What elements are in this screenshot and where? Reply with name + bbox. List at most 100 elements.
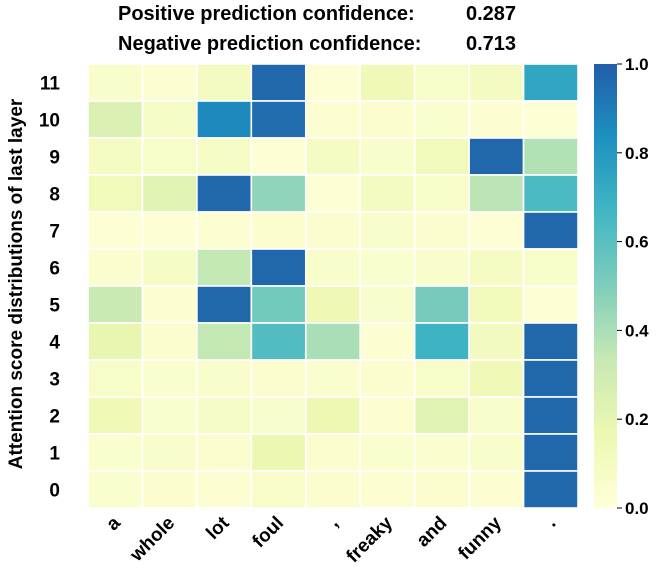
heatmap-cell [196, 211, 253, 250]
y-tick-label: 5 [49, 296, 60, 317]
heatmap-cell [359, 137, 416, 176]
colorbar-tick-label: 1.0 [625, 55, 649, 74]
heatmap-cell [87, 470, 144, 509]
negative-confidence-label: Negative prediction confidence: [118, 33, 422, 55]
heatmap-cell [196, 63, 253, 102]
heatmap-cell [359, 100, 416, 139]
heatmap-cell [141, 63, 198, 102]
heatmap-cell [413, 433, 470, 472]
colorbar-tick-label: 0.4 [625, 321, 649, 340]
heatmap-cell [522, 211, 579, 250]
positive-confidence-label: Positive prediction confidence: [118, 3, 415, 25]
heatmap-cell [468, 322, 525, 361]
x-tick-label: funny [454, 512, 506, 564]
y-tick-label: 0 [49, 481, 60, 502]
heatmap-cell [359, 63, 416, 102]
heatmap-cell [522, 285, 579, 324]
heatmap-cell [359, 174, 416, 213]
heatmap-cell [468, 285, 525, 324]
heatmap-cell [359, 470, 416, 509]
heatmap-cell [196, 433, 253, 472]
heatmap-cell [359, 433, 416, 472]
heatmap-cell [141, 433, 198, 472]
y-axis-label: Attention score distributions of last la… [6, 98, 27, 469]
positive-confidence-value: 0.287 [466, 3, 517, 25]
negative-confidence-value: 0.713 [466, 33, 517, 55]
heatmap-cell [250, 359, 307, 398]
heatmap-cell [304, 137, 362, 176]
heatmap-cell [141, 470, 198, 509]
heatmap-cell [196, 174, 253, 213]
x-tick-labels: a whole lot foul, freaky and funny. [102, 512, 560, 567]
heatmap-cell [196, 248, 253, 287]
heatmap-cell [196, 322, 253, 361]
heatmap-cell [304, 100, 362, 139]
heatmap-cell [304, 285, 362, 324]
heatmap-cell [250, 470, 307, 509]
heatmap-cell [196, 285, 253, 324]
heatmap-cell [468, 248, 525, 287]
heatmap-cell [304, 359, 362, 398]
heatmap-cell [250, 433, 307, 472]
heatmap-cell [413, 248, 470, 287]
x-tick-label: foul [249, 513, 288, 552]
heatmap-cell [468, 211, 525, 250]
heatmap-cells [87, 63, 579, 509]
heatmap-cell [196, 100, 253, 139]
heatmap-cell [468, 470, 525, 509]
colorbar [594, 64, 617, 508]
heatmap-cell [141, 248, 198, 287]
positive-confidence-line: Positive prediction confidence: 0.287 [0, 3, 664, 29]
heatmap-cell [359, 359, 416, 398]
y-tick-label: 9 [49, 148, 60, 169]
heatmap-cell [87, 396, 144, 435]
heatmap-cell [522, 470, 579, 509]
heatmap-cell [413, 174, 470, 213]
heatmap-cell [250, 100, 307, 139]
heatmap-cell [250, 396, 307, 435]
heatmap-cell [196, 359, 253, 398]
colorbar-tick-label: 0.0 [625, 499, 649, 518]
heatmap-cell [304, 322, 362, 361]
heatmap-cell [304, 211, 362, 250]
heatmap-cell [304, 248, 362, 287]
x-tick-label: freaky [343, 512, 398, 567]
heatmap-cell [522, 396, 579, 435]
heatmap-cell [522, 174, 579, 213]
colorbar-tick-label: 0.8 [625, 144, 649, 163]
colorbar-tick-label: 0.6 [625, 233, 649, 252]
heatmap-cell [250, 285, 307, 324]
heatmap-cell [87, 211, 144, 250]
y-tick-label: 10 [39, 111, 60, 132]
heatmap-cell [141, 174, 198, 213]
heatmap-cell [250, 248, 307, 287]
x-tick-label: a [102, 512, 125, 535]
colorbar-tick-label: 0.2 [625, 410, 649, 429]
heatmap-cell [196, 137, 253, 176]
heatmap-cell [87, 322, 144, 361]
heatmap-cell [87, 137, 144, 176]
heatmap-cell [250, 174, 307, 213]
heatmap-cell [141, 100, 198, 139]
heatmap-cell [250, 63, 307, 102]
heatmap-cell [468, 396, 525, 435]
y-tick-label: 4 [49, 333, 60, 354]
heatmap-cell [359, 396, 416, 435]
negative-confidence-line: Negative prediction confidence: 0.713 [0, 33, 664, 59]
heatmap-cell [413, 396, 470, 435]
heatmap-cell [196, 470, 253, 509]
x-tick-label: . [542, 513, 561, 532]
heatmap-cell [413, 63, 470, 102]
y-tick-label: 7 [49, 222, 60, 243]
y-tick-label: 2 [49, 407, 60, 428]
y-tick-label: 11 [40, 74, 61, 95]
heatmap-cell [141, 322, 198, 361]
y-tick-label: 1 [49, 444, 60, 465]
heatmap-cell [468, 137, 525, 176]
heatmap-cell [304, 396, 362, 435]
heatmap-cell [522, 63, 579, 102]
heatmap-cell [468, 433, 525, 472]
heatmap-cell [413, 211, 470, 250]
